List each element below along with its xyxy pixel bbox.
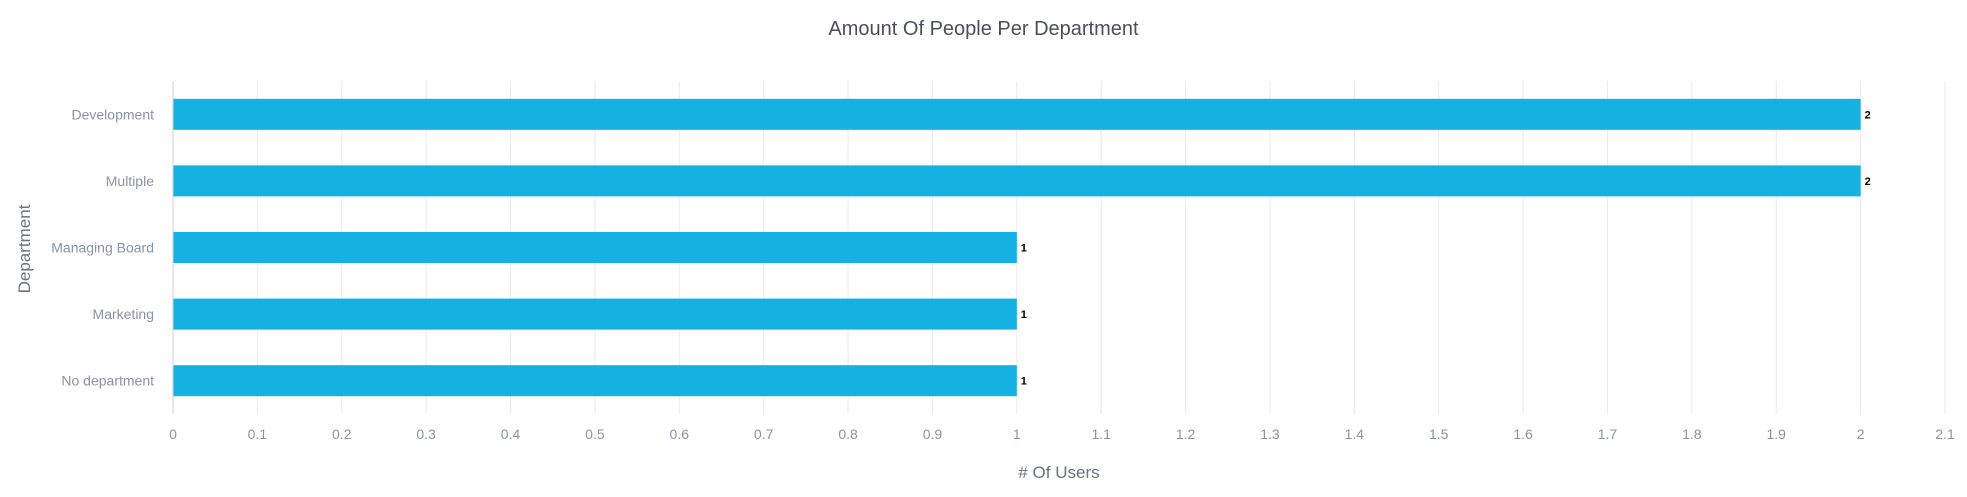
x-tick-label: 2.1 [1935,426,1955,442]
x-tick-label: 0.3 [416,426,436,442]
y-category-label: Marketing [93,306,154,322]
x-tick-label: 0.9 [923,426,943,442]
x-tick-label: 0.7 [754,426,774,442]
bar[interactable] [173,365,1017,397]
bar[interactable] [173,298,1017,330]
chart-title: Amount Of People Per Department [828,18,1139,40]
x-tick-label: 0.8 [838,426,858,442]
gridlines [172,81,1946,414]
y-category-label: Multiple [106,173,154,189]
x-tick-label: 0.2 [332,426,352,442]
x-tick-label: 1.7 [1598,426,1618,442]
y-axis-title: Department [15,204,34,293]
bar-value-label: 1 [1021,309,1027,321]
bar-value-label: 1 [1021,376,1027,388]
x-tick-label: 2 [1857,426,1865,442]
x-tick-label: 0.1 [248,426,268,442]
bar-value-label: 2 [1865,109,1871,121]
x-tick-label: 1.2 [1176,426,1196,442]
x-tick-label: 0.6 [670,426,690,442]
y-category-label: No department [61,373,154,389]
x-axis-ticks: 0 0.1 0.2 0.3 0.4 0.5 0.6 0.7 0.8 0.9 1 1.1 1.2 1.3 1.… [169,426,1955,442]
bar-series [173,98,1861,397]
x-axis-title: # Of Users [1018,463,1099,482]
y-axis-categories: Development Multiple Managing Board Marketi… [51,106,154,388]
x-tick-label: 1.6 [1513,426,1533,442]
x-tick-label: 1.9 [1767,426,1787,442]
bar[interactable] [173,165,1861,197]
x-tick-label: 0 [169,426,177,442]
y-category-label: Managing Board [51,240,154,256]
x-tick-label: 1.1 [1091,426,1111,442]
x-tick-label: 0.5 [585,426,605,442]
bar[interactable] [173,232,1017,263]
data-labels: 2 2 1 1 1 [1021,109,1871,387]
x-tick-label: 0.4 [501,426,521,442]
x-tick-label: 1 [1013,426,1021,442]
x-tick-label: 1.4 [1345,426,1365,442]
x-tick-label: 1.8 [1682,426,1702,442]
x-tick-label: 1.3 [1260,426,1280,442]
bar-value-label: 1 [1021,243,1027,255]
bar[interactable] [173,98,1861,130]
y-category-label: Development [72,106,155,122]
bar-value-label: 2 [1865,176,1871,188]
x-tick-label: 1.5 [1429,426,1449,442]
